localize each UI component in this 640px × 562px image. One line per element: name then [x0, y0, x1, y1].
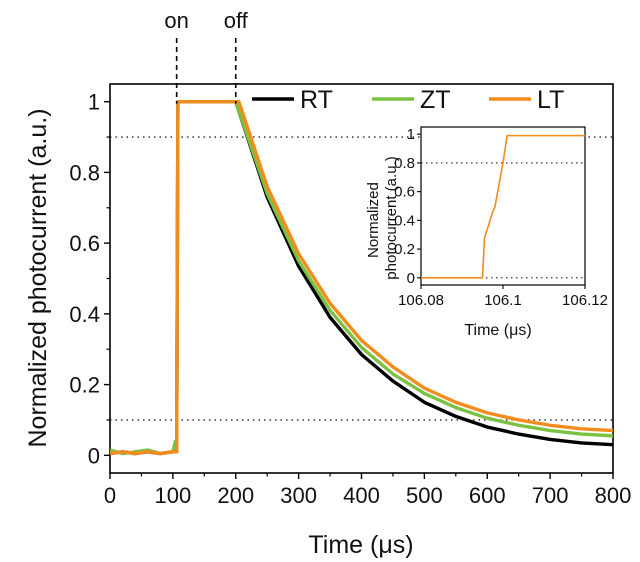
- annotation-label-on: on: [164, 8, 188, 33]
- inset-y-tick-label: 0.8: [394, 155, 415, 172]
- main-x-tick-label: 800: [595, 483, 632, 508]
- main-y-tick-label: 0.4: [69, 302, 100, 327]
- legend-label-lt: LT: [537, 86, 564, 114]
- main-ticks: 0 100 200 300 400 500 600 700 800 0 0.2 0.4 0.6 0.8 1: [69, 90, 631, 508]
- legend-label-zt: ZT: [420, 86, 451, 114]
- inset-ticks: 106.08 106.1 106.12 0 0.2 0.4 0.6 0.8 1: [394, 126, 608, 309]
- main-x-tick-label: 100: [155, 483, 192, 508]
- main-x-tick-label: 300: [280, 483, 317, 508]
- main-x-tick-label: 0: [104, 483, 116, 508]
- main-x-tick-label: 700: [532, 483, 569, 508]
- series-line-lt: [110, 99, 613, 456]
- inset-y-tick-label: 1: [407, 126, 415, 143]
- main-x-tick-label: 600: [469, 483, 506, 508]
- main-y-tick-label: 0.8: [69, 160, 100, 185]
- annotation-label-off: off: [224, 8, 249, 33]
- inset-y-axis-label: Normalized photocurrent (a.u.): [365, 156, 400, 279]
- main-series: [110, 99, 613, 456]
- inset-x-tick-label: 106.08: [398, 292, 444, 309]
- main-y-tick-label: 1: [88, 90, 100, 115]
- main-x-tick-label: 400: [343, 483, 380, 508]
- legend-label-rt: RT: [300, 86, 333, 114]
- main-x-axis-label: Time (μs): [308, 531, 413, 559]
- main-x-tick-label: 200: [217, 483, 254, 508]
- inset-y-tick-label: 0.2: [394, 241, 415, 258]
- main-annotations: on off: [164, 8, 249, 104]
- inset-y-tick-label: 0.6: [394, 184, 415, 201]
- main-x-tick-label: 500: [406, 483, 443, 508]
- inset-plot-frame: [420, 126, 586, 286]
- inset-x-axis-label: Time (μs): [464, 322, 531, 339]
- inset-series: [421, 134, 585, 279]
- inset-y-tick-label: 0: [407, 270, 415, 287]
- main-y-tick-label: 0: [88, 443, 100, 468]
- main-y-tick-label: 0.2: [69, 373, 100, 398]
- main-y-axis-label: Normalized photocurrent (a.u.): [24, 108, 52, 447]
- legend: RT ZT LT: [252, 86, 564, 114]
- inset-x-tick-label: 106.12: [562, 292, 608, 309]
- inset-y-tick-label: 0.4: [394, 212, 415, 229]
- main-y-tick-label: 0.6: [69, 231, 100, 256]
- inset-series-line-lt: [421, 134, 585, 279]
- inset-x-tick-label: 106.1: [484, 292, 522, 309]
